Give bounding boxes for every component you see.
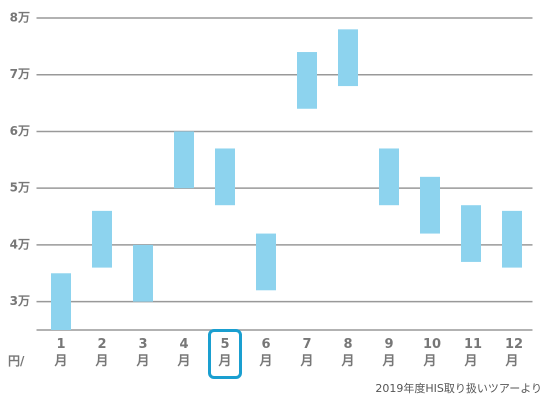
range-bar	[379, 148, 399, 206]
y-tick-label: 6万	[10, 124, 30, 138]
range-bar	[133, 244, 153, 302]
range-bar	[215, 148, 235, 206]
range-bar	[297, 52, 317, 109]
x-tick-label: 5月	[218, 337, 232, 369]
range-bar	[461, 205, 481, 262]
range-bar	[256, 233, 276, 291]
x-tick-label: 12月	[505, 337, 524, 369]
x-tick-label: 10月	[423, 337, 442, 369]
x-tick-label: 8月	[341, 337, 355, 369]
x-tick-label: 1月	[54, 337, 68, 369]
highlight-box	[208, 329, 242, 379]
x-tick-label: 11月	[464, 337, 483, 369]
x-tick-label: 6月	[259, 337, 273, 369]
range-bar	[51, 273, 71, 330]
range-bar	[174, 131, 194, 189]
x-tick-label: 3月	[136, 337, 150, 369]
source-note: 2019年度HIS取り扱いツアーより	[375, 382, 542, 395]
x-tick-label: 2月	[95, 337, 109, 369]
x-tick-label: 9月	[382, 337, 396, 369]
y-tick-label: 8万	[10, 11, 30, 25]
x-tick-label: 4月	[177, 337, 191, 369]
x-tick-label: 7月	[300, 337, 314, 369]
range-bar	[92, 210, 112, 268]
range-bar	[420, 176, 440, 234]
y-tick-label: 5万	[10, 181, 30, 195]
y-unit: 円/	[8, 354, 25, 368]
y-tick-label: 7万	[10, 67, 30, 81]
range-bar	[338, 29, 358, 87]
range-bar	[502, 210, 522, 268]
y-tick-label: 4万	[10, 237, 30, 251]
y-tick-label: 3万	[10, 294, 30, 308]
